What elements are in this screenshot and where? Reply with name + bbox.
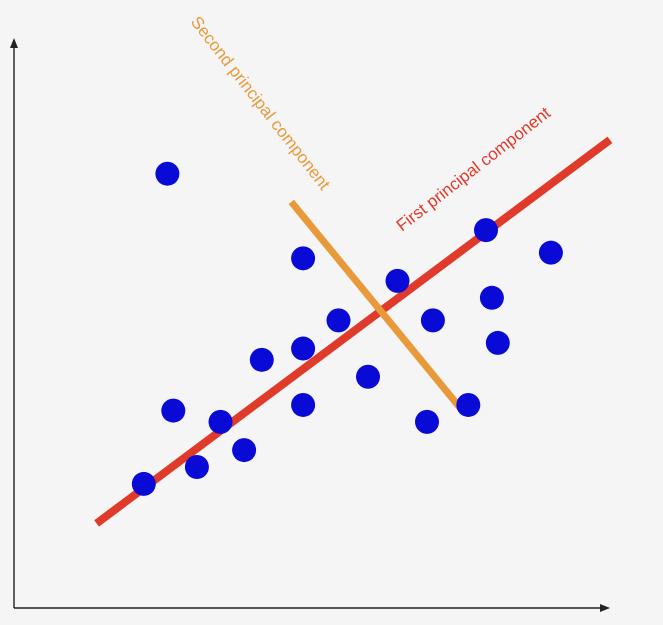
data-points	[131, 161, 563, 496]
data-point	[356, 364, 380, 389]
data-point	[249, 347, 274, 372]
data-point	[474, 218, 498, 243]
data-point	[291, 336, 316, 361]
data-point	[232, 438, 257, 463]
data-point	[161, 398, 186, 423]
principal-components	[94, 136, 613, 527]
data-point	[415, 409, 439, 434]
data-point	[326, 308, 351, 333]
data-point	[420, 308, 445, 333]
x-axis-arrow-icon	[600, 604, 610, 612]
data-point	[291, 392, 316, 417]
data-point	[291, 246, 316, 271]
y-axis-arrow-icon	[10, 38, 18, 48]
data-point	[155, 161, 180, 186]
first-component-line	[94, 136, 613, 527]
data-point	[456, 392, 481, 417]
axes	[10, 38, 610, 612]
data-point	[385, 268, 410, 293]
data-point	[131, 471, 156, 496]
data-point	[485, 330, 510, 355]
data-point	[208, 409, 233, 434]
data-point	[538, 240, 563, 265]
data-point	[479, 285, 504, 310]
second-component-line	[288, 199, 466, 413]
data-point	[184, 455, 209, 479]
